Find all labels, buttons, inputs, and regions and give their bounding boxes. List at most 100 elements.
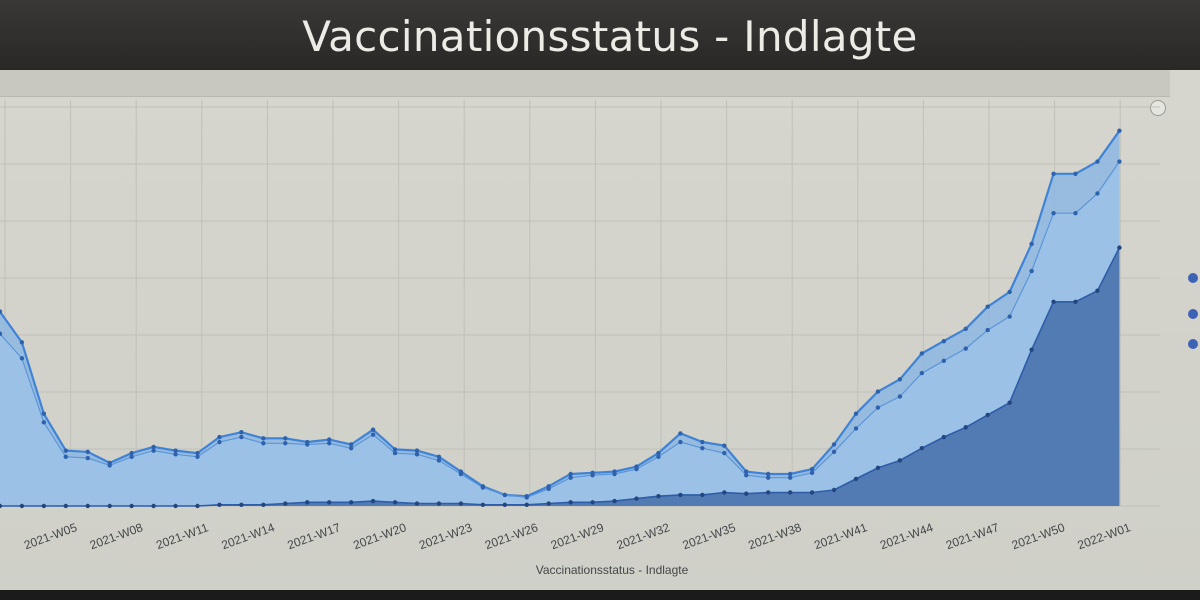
data-point bbox=[348, 442, 354, 447]
x-tick-label: 2021-W05 bbox=[22, 520, 79, 552]
data-point bbox=[678, 439, 683, 445]
x-tick-label: 2021-W23 bbox=[417, 520, 474, 552]
data-point bbox=[480, 485, 486, 490]
data-point bbox=[436, 501, 442, 506]
data-point bbox=[414, 501, 420, 506]
data-point bbox=[809, 466, 815, 472]
data-point bbox=[766, 475, 771, 480]
data-point bbox=[1029, 268, 1034, 274]
data-point bbox=[239, 434, 244, 440]
data-point bbox=[1073, 171, 1078, 177]
data-point bbox=[195, 503, 200, 509]
bottom-bar bbox=[0, 590, 1200, 600]
area-series bbox=[0, 130, 1120, 506]
data-point bbox=[1007, 400, 1012, 405]
data-point bbox=[239, 502, 244, 507]
data-point bbox=[151, 444, 156, 450]
data-point bbox=[392, 447, 398, 452]
data-point bbox=[941, 434, 946, 440]
data-point bbox=[0, 331, 3, 336]
data-point bbox=[305, 500, 310, 505]
data-point bbox=[173, 452, 178, 457]
data-point bbox=[897, 458, 903, 463]
legend-dot-1[interactable] bbox=[1188, 273, 1198, 283]
data-point bbox=[744, 491, 749, 496]
data-point bbox=[392, 450, 398, 456]
data-point bbox=[766, 471, 771, 477]
data-point bbox=[963, 425, 968, 430]
data-point bbox=[546, 486, 551, 491]
data-point bbox=[787, 471, 793, 477]
data-point bbox=[612, 498, 617, 504]
data-point bbox=[0, 309, 3, 314]
x-tick-label: 2021-W35 bbox=[681, 520, 738, 552]
data-point bbox=[656, 493, 661, 499]
data-point bbox=[85, 503, 90, 509]
data-point bbox=[283, 501, 288, 506]
data-point bbox=[0, 503, 3, 509]
legend-dot-2[interactable] bbox=[1188, 309, 1198, 319]
title-bar bbox=[0, 0, 1200, 70]
data-point bbox=[568, 475, 573, 480]
data-point bbox=[546, 501, 551, 506]
data-point bbox=[458, 501, 464, 506]
data-point bbox=[1029, 241, 1034, 247]
data-point bbox=[392, 500, 398, 505]
data-point bbox=[19, 356, 25, 361]
data-point bbox=[831, 442, 837, 447]
data-point bbox=[612, 471, 617, 477]
data-point bbox=[370, 427, 376, 432]
x-tick-label: 2022-W01 bbox=[1076, 520, 1133, 552]
data-point bbox=[261, 436, 266, 441]
data-point bbox=[217, 502, 222, 507]
data-point bbox=[1095, 159, 1100, 164]
x-tick-label: 2021-W17 bbox=[285, 520, 342, 552]
data-point bbox=[151, 503, 156, 509]
data-point bbox=[941, 338, 946, 344]
data-point bbox=[305, 442, 310, 447]
resize-handle[interactable] bbox=[1150, 100, 1166, 116]
data-point bbox=[941, 358, 946, 364]
data-point bbox=[63, 503, 68, 509]
data-point bbox=[700, 445, 705, 451]
data-point bbox=[656, 454, 661, 459]
legend-dot-3[interactable] bbox=[1188, 339, 1198, 349]
data-point bbox=[963, 326, 968, 332]
x-tick-label: 2021-W38 bbox=[746, 520, 803, 552]
data-point bbox=[1051, 210, 1056, 216]
data-point bbox=[722, 490, 727, 495]
data-point bbox=[348, 500, 354, 505]
data-point bbox=[963, 346, 968, 351]
data-point bbox=[875, 389, 881, 394]
data-point bbox=[787, 490, 793, 495]
data-point bbox=[853, 411, 859, 416]
area-vaccinated bbox=[0, 247, 1120, 506]
x-tick-label: 2021-W26 bbox=[483, 520, 540, 552]
data-point bbox=[107, 463, 112, 468]
data-point bbox=[1051, 171, 1056, 177]
data-point bbox=[568, 471, 573, 477]
x-tick-label: 2021-W47 bbox=[944, 520, 1001, 552]
data-point bbox=[41, 420, 47, 425]
data-point bbox=[897, 394, 903, 399]
data-point bbox=[897, 377, 903, 382]
data-point bbox=[766, 490, 771, 495]
data-point bbox=[831, 449, 837, 455]
data-point bbox=[853, 426, 859, 431]
data-point bbox=[831, 487, 837, 493]
x-axis-label: Vaccinationsstatus - Indlagte bbox=[536, 563, 689, 577]
chart-toolbar bbox=[0, 70, 1170, 97]
x-tick-label: 2021-W20 bbox=[351, 520, 408, 552]
data-point bbox=[283, 436, 288, 441]
data-point bbox=[370, 498, 376, 504]
data-point bbox=[700, 492, 705, 498]
data-point bbox=[875, 405, 881, 410]
data-point bbox=[744, 473, 749, 478]
data-point bbox=[63, 448, 68, 453]
data-point bbox=[19, 503, 25, 509]
data-point bbox=[436, 454, 442, 459]
data-point bbox=[480, 502, 486, 507]
data-point bbox=[151, 448, 156, 453]
data-point bbox=[195, 454, 200, 459]
data-point bbox=[722, 450, 727, 456]
